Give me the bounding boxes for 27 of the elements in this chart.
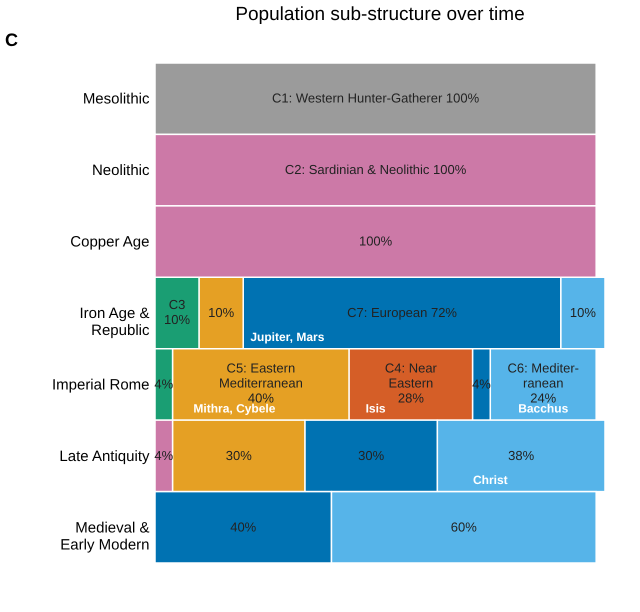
annotation: Mithra, Cybele (193, 401, 276, 416)
annotation: Christ (472, 472, 508, 487)
y-tick-label: Late Antiquity (59, 448, 150, 465)
data-label: C3 10% (164, 297, 191, 327)
y-tick-label: Mesolithic (82, 90, 150, 108)
annotation: Bacchus (518, 401, 569, 416)
data-label: 30% (226, 448, 252, 463)
data-label: 100% (358, 234, 393, 249)
data-label: 10% (208, 305, 235, 320)
data-label: 38% (508, 448, 535, 463)
data-label: 40% (230, 519, 257, 534)
annotation: Jupiter, Mars (250, 330, 325, 344)
data-label: C1: Western Hunter-Gatherer 100% (272, 90, 480, 106)
data-label: C7: European 72% (347, 305, 458, 320)
chart-title: Population sub-structure over time (235, 4, 525, 25)
data-label: C4: Near Eastern 28% (384, 360, 438, 406)
text: C (5, 30, 18, 50)
y-tick-label: Neolithic (92, 162, 150, 180)
data-label: 30% (358, 448, 385, 463)
data-label: C2: Sardinian & Neolithic 100% (284, 162, 467, 178)
data-label: 60% (450, 519, 478, 534)
y-tick-label: Iron Age & Republic (79, 305, 150, 339)
data-label: 10% (570, 305, 596, 320)
y-tick-label: Imperial Rome (52, 376, 150, 394)
y-tick-label: Medieval & Early Modern (60, 519, 150, 554)
y-tick-label: Copper Age (70, 234, 150, 251)
annotation: Isis (366, 401, 386, 416)
